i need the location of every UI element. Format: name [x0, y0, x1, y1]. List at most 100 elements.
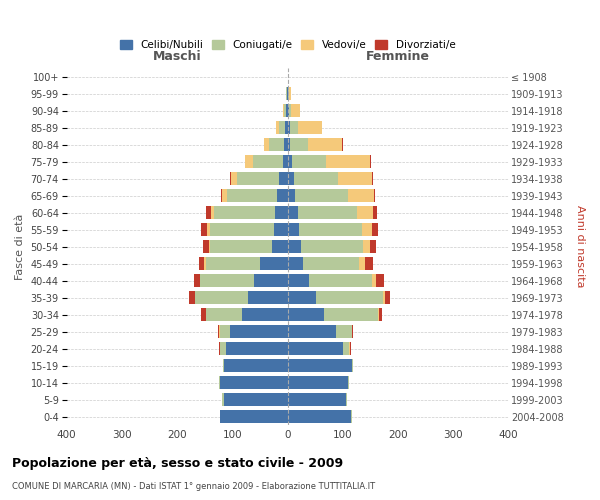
Bar: [206, 257, 260, 270]
Bar: [362, 223, 372, 236]
Bar: [214, 206, 275, 220]
Bar: [284, 138, 287, 151]
Bar: [230, 172, 238, 186]
Bar: [218, 342, 220, 355]
Bar: [292, 155, 326, 168]
Bar: [289, 87, 291, 101]
Bar: [189, 291, 195, 304]
Bar: [308, 274, 372, 287]
Bar: [348, 189, 374, 202]
Bar: [196, 291, 248, 304]
Bar: [219, 376, 220, 390]
Bar: [199, 257, 204, 270]
Text: Popolazione per età, sesso e stato civile - 2009: Popolazione per età, sesso e stato civil…: [12, 458, 343, 470]
Text: COMUNE DI MARCARIA (MN) - Dati ISTAT 1° gennaio 2009 - Elaborazione TUTTITALIA.I: COMUNE DI MARCARIA (MN) - Dati ISTAT 1° …: [12, 482, 375, 491]
Bar: [227, 189, 277, 202]
Bar: [287, 376, 349, 390]
Bar: [210, 240, 272, 254]
Bar: [218, 325, 219, 338]
Bar: [352, 359, 353, 372]
Bar: [202, 308, 206, 322]
Bar: [220, 325, 230, 338]
Bar: [287, 257, 303, 270]
Bar: [275, 206, 287, 220]
Bar: [245, 155, 253, 168]
Bar: [224, 359, 287, 372]
Bar: [336, 325, 352, 338]
Bar: [292, 104, 300, 118]
Bar: [254, 274, 287, 287]
Bar: [376, 274, 384, 287]
Bar: [308, 138, 343, 151]
Bar: [371, 172, 373, 186]
Bar: [359, 257, 365, 270]
Bar: [283, 104, 284, 118]
Bar: [287, 121, 290, 134]
Bar: [283, 155, 287, 168]
Bar: [374, 189, 376, 202]
Bar: [223, 393, 224, 406]
Bar: [287, 138, 290, 151]
Bar: [279, 121, 286, 134]
Bar: [206, 206, 211, 220]
Bar: [276, 121, 279, 134]
Bar: [287, 189, 295, 202]
Y-axis label: Anni di nascita: Anni di nascita: [575, 206, 585, 288]
Bar: [210, 223, 274, 236]
Text: Femmine: Femmine: [366, 50, 430, 63]
Bar: [289, 104, 292, 118]
Bar: [260, 257, 287, 270]
Legend: Celibi/Nubili, Coniugati/e, Vedovi/e, Divorziati/e: Celibi/Nubili, Coniugati/e, Vedovi/e, Di…: [118, 38, 458, 52]
Bar: [204, 257, 206, 270]
Bar: [269, 138, 284, 151]
Bar: [338, 172, 371, 186]
Bar: [287, 206, 298, 220]
Bar: [372, 274, 376, 287]
Bar: [208, 223, 210, 236]
Bar: [284, 104, 286, 118]
Bar: [295, 189, 348, 202]
Bar: [242, 308, 287, 322]
Bar: [248, 291, 287, 304]
Bar: [287, 274, 308, 287]
Bar: [290, 138, 308, 151]
Bar: [301, 240, 363, 254]
Bar: [238, 172, 279, 186]
Bar: [200, 274, 254, 287]
Bar: [286, 104, 287, 118]
Bar: [230, 325, 287, 338]
Bar: [287, 410, 351, 424]
Bar: [287, 342, 343, 355]
Bar: [363, 240, 370, 254]
Bar: [377, 308, 379, 322]
Bar: [290, 121, 298, 134]
Bar: [294, 172, 338, 186]
Bar: [379, 308, 382, 322]
Bar: [274, 223, 287, 236]
Bar: [287, 155, 292, 168]
Bar: [286, 87, 287, 101]
Bar: [287, 172, 294, 186]
Bar: [286, 121, 287, 134]
Bar: [253, 155, 283, 168]
Bar: [299, 223, 362, 236]
Bar: [220, 410, 287, 424]
Bar: [203, 240, 209, 254]
Bar: [287, 308, 323, 322]
Bar: [383, 291, 385, 304]
Bar: [298, 121, 322, 134]
Bar: [226, 342, 287, 355]
Bar: [323, 308, 377, 322]
Bar: [343, 342, 349, 355]
Bar: [211, 206, 214, 220]
Bar: [272, 240, 287, 254]
Bar: [287, 325, 336, 338]
Bar: [265, 138, 269, 151]
Bar: [209, 240, 210, 254]
Bar: [279, 172, 287, 186]
Y-axis label: Fasce di età: Fasce di età: [15, 214, 25, 280]
Bar: [221, 189, 223, 202]
Bar: [316, 291, 383, 304]
Bar: [287, 223, 299, 236]
Bar: [224, 393, 287, 406]
